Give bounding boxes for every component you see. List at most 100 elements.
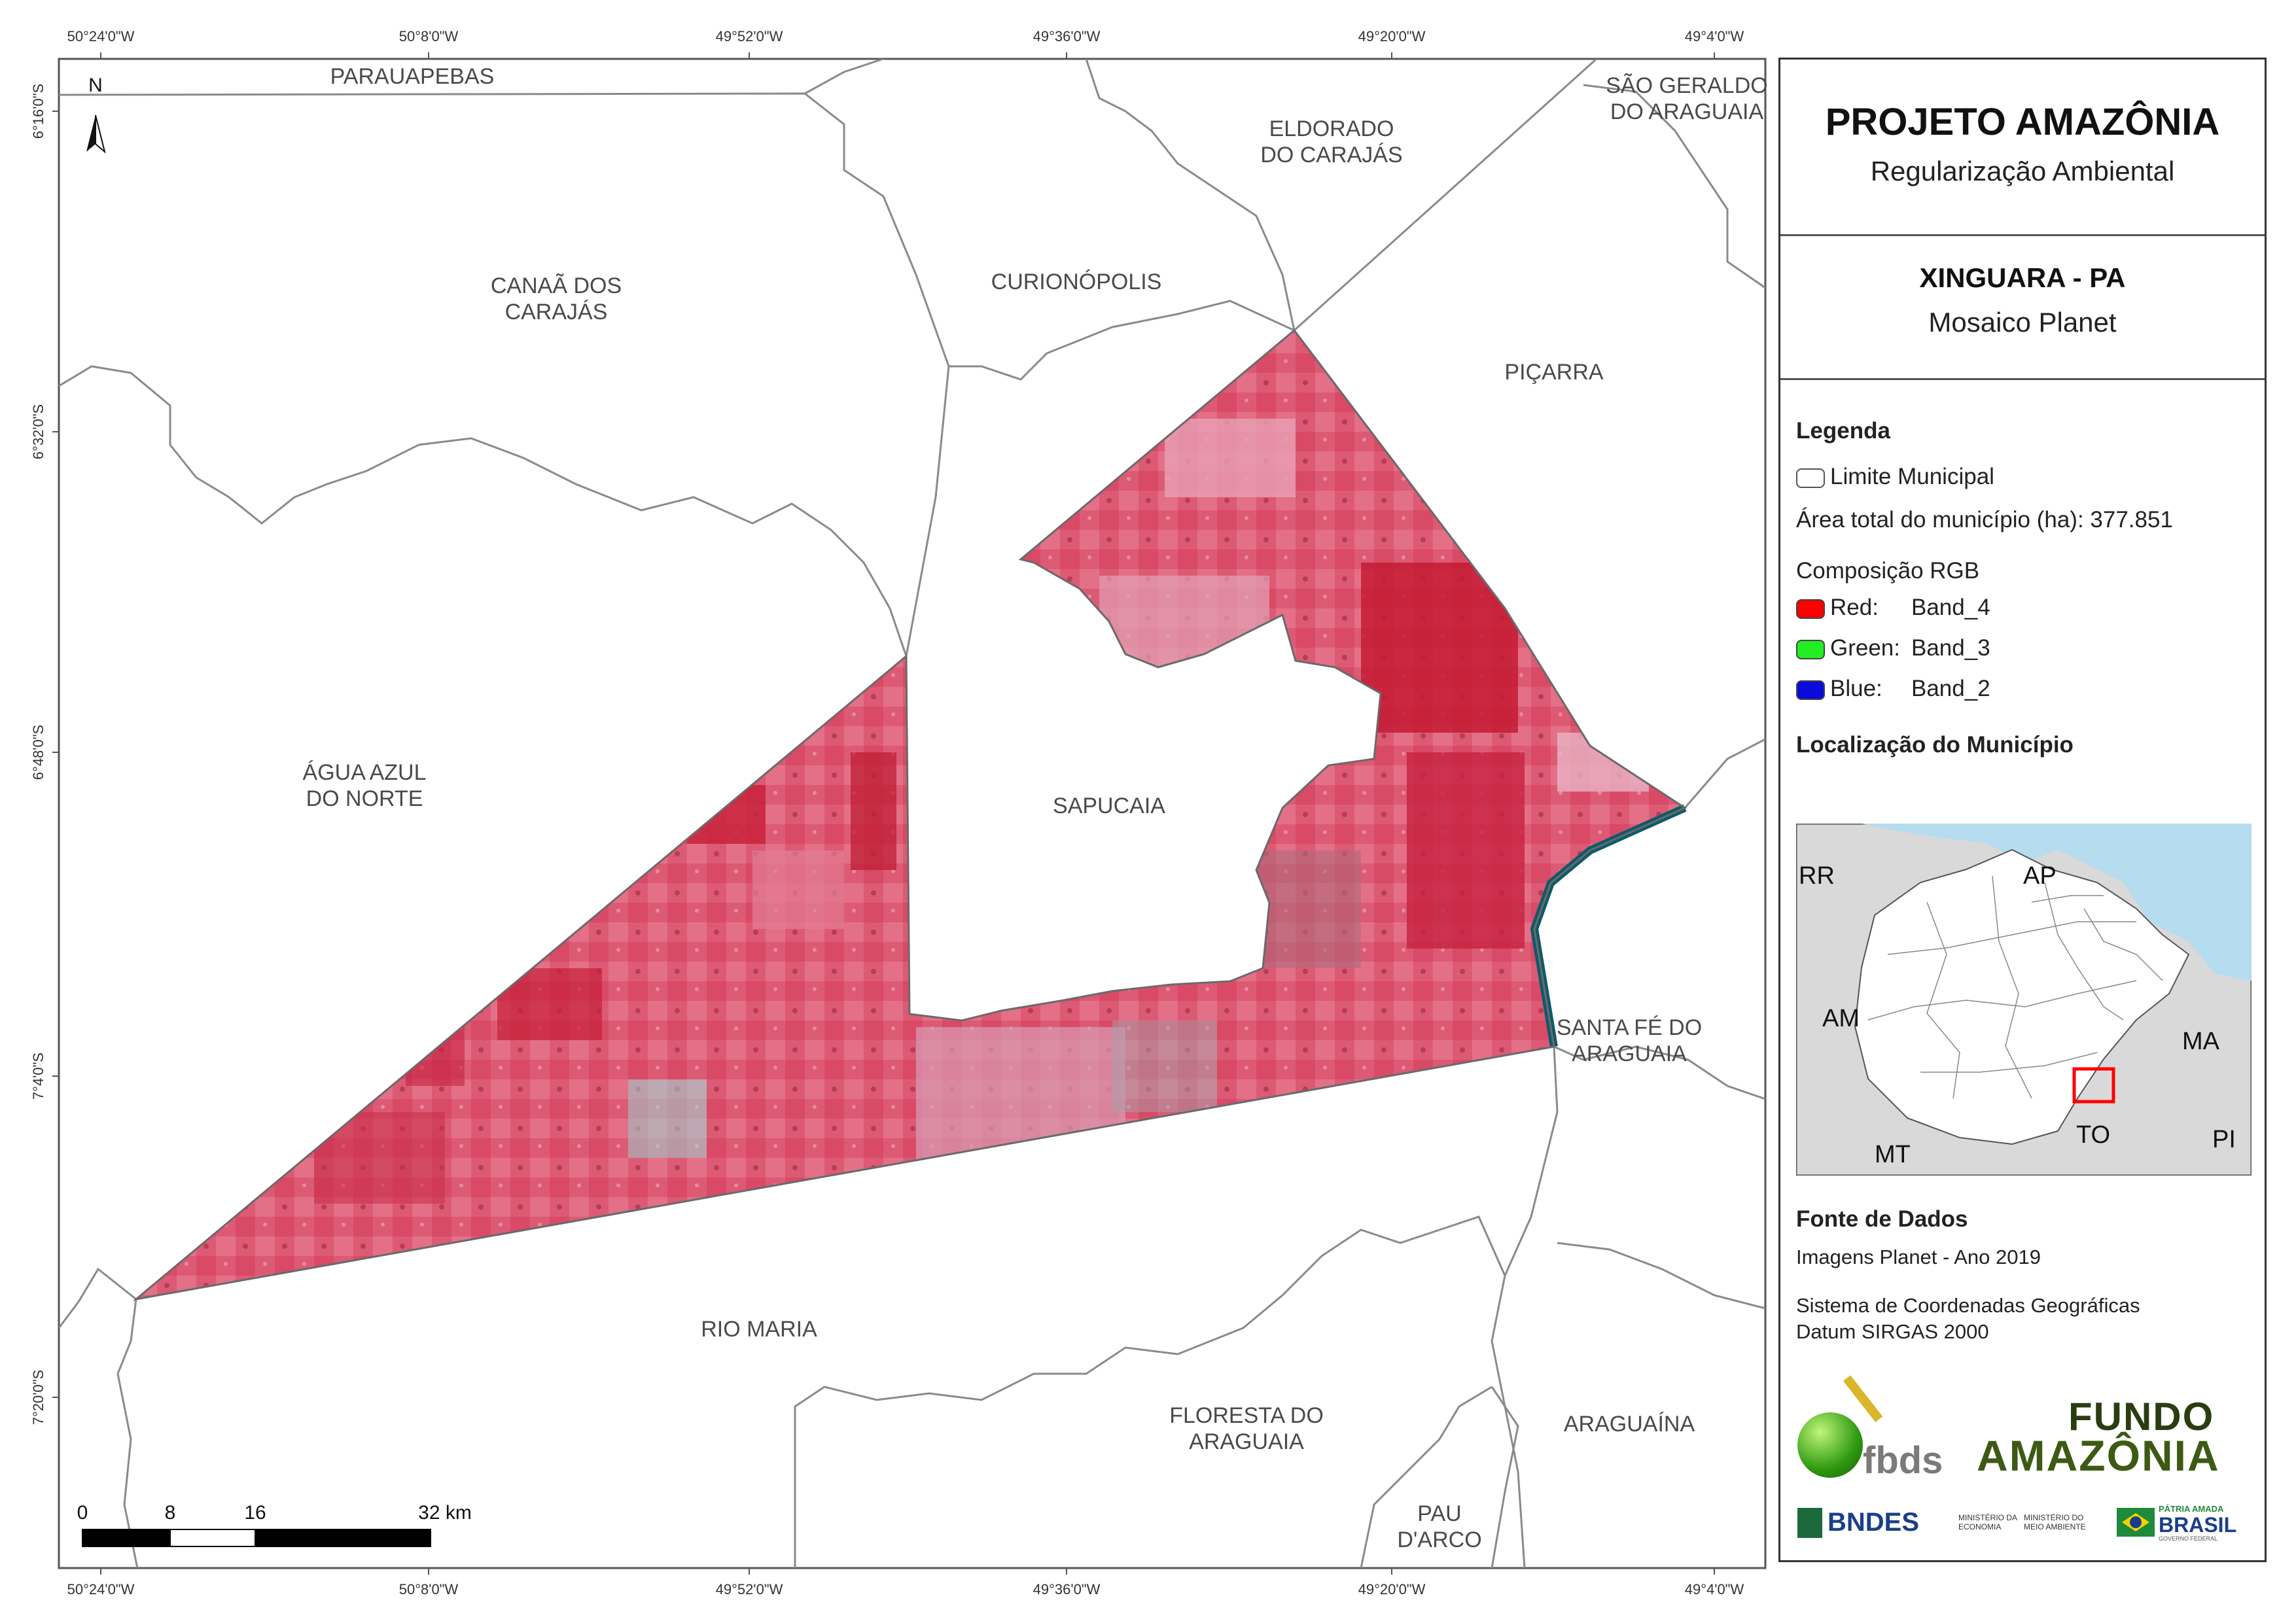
- label-picarra: PIÇARRA: [1504, 360, 1603, 385]
- label-santa-fe-2: ARAGUAIA: [1572, 1041, 1687, 1066]
- area-label: Área total do município (ha): 377.851: [1796, 507, 2173, 532]
- min-meio-ambiente: MINISTÉRIO DO MEIO AMBIENTE: [2024, 1513, 2086, 1531]
- band-channel-label: Blue:: [1830, 676, 1882, 701]
- left-tick-2: 6°32'0"S: [30, 404, 46, 459]
- source-line: Imagens Planet - Ano 2019: [1796, 1246, 2041, 1268]
- inset-label-pi: PI: [2212, 1126, 2236, 1153]
- mosaic-label: Mosaico Planet: [1928, 307, 2117, 338]
- band-row-red: Red: Band_4: [1796, 595, 2265, 621]
- inset-municipalities: [1867, 875, 2163, 1099]
- city-title: XINGUARA - PA: [1919, 262, 2126, 293]
- inset-label-ap: AP: [2023, 862, 2057, 890]
- title-block: PROJETO AMAZÔNIA Regularização Ambiental: [1780, 100, 2265, 187]
- left-tick-4: 7°4'0"S: [30, 1053, 46, 1100]
- rgb-heading: Composição RGB: [1796, 558, 1980, 584]
- label-sao-geraldo-2: DO ARAGUAIA: [1610, 99, 1764, 124]
- label-santa-fe-1: SANTA FÉ DO: [1557, 1015, 1702, 1040]
- label-pau-darco-2: D'ARCO: [1397, 1527, 1481, 1552]
- graticule-ticks: [52, 52, 1715, 1575]
- inset-label-am: AM: [1822, 1005, 1860, 1032]
- label-araguaina: ARAGUAÍNA: [1564, 1412, 1695, 1437]
- label-agua-azul-1: ÁGUA AZUL: [303, 760, 427, 785]
- scale-label-8: 8: [165, 1502, 176, 1524]
- inset-map: RR AP AM MA MT TO PI: [1796, 824, 2252, 1176]
- band-row-blue: Blue: Band_2: [1796, 676, 2265, 702]
- top-tick-5: 49°20'0"W: [1358, 28, 1426, 44]
- scale-bar: 0 8 16 32 km: [77, 1502, 472, 1547]
- inset-highlight-box: [2072, 1067, 2115, 1104]
- legend-block: Legenda Limite Municipal Área total do m…: [1780, 418, 2265, 758]
- band-name-label: Band_3: [1911, 635, 1990, 661]
- inset-label-to: TO: [2076, 1121, 2110, 1149]
- scale-label-16: 16: [244, 1502, 266, 1524]
- label-floresta-1: FLORESTA DO: [1169, 1403, 1324, 1428]
- label-eldorado-2: DO CARAJÁS: [1260, 143, 1402, 167]
- left-tick-1: 6°16'0"S: [30, 84, 46, 139]
- label-eldorado-1: ELDORADO: [1269, 116, 1394, 141]
- label-floresta-2: ARAGUAIA: [1189, 1429, 1304, 1454]
- limit-label: Limite Municipal: [1830, 464, 1994, 489]
- band-row-green: Green: Band_3: [1796, 635, 2265, 661]
- label-canaa-2: CARAJÁS: [505, 300, 608, 324]
- min-ambiente-line-1: MINISTÉRIO DO: [2024, 1513, 2084, 1522]
- top-tick-2: 50°8'0"W: [399, 28, 459, 44]
- project-title: PROJETO AMAZÔNIA: [1825, 101, 2220, 143]
- city-block: XINGUARA - PA Mosaico Planet: [1780, 262, 2265, 338]
- label-sao-geraldo-1: SÃO GERALDO: [1606, 73, 1768, 98]
- left-tick-5: 7°20'0"S: [30, 1370, 46, 1425]
- label-sapucaia: SAPUCAIA: [1053, 794, 1165, 818]
- brazil-flag-icon: [2117, 1508, 2155, 1537]
- bottom-tick-4: 49°36'0"W: [1033, 1581, 1101, 1597]
- crs-line-1: Sistema de Coordenadas Geográficas: [1796, 1294, 2140, 1317]
- fundo-amazonia-logo: FUNDO AMAZÔNIA: [1977, 1394, 2252, 1486]
- fbds-text: fbds: [1863, 1439, 1943, 1482]
- top-tick-1: 50°24'0"W: [67, 28, 135, 44]
- fbds-globe-icon: [1797, 1412, 1863, 1478]
- bndes-text: BNDES: [1828, 1508, 1920, 1537]
- amazonia-text: AMAZÔNIA: [1977, 1431, 2220, 1480]
- xinguara-mosaic: [136, 330, 1685, 1299]
- logos-block: fbds FUNDO AMAZÔNIA BNDES MINISTÉRIO DA …: [1780, 1374, 2265, 1558]
- min-economia-line-2: ECONOMIA: [1958, 1522, 2002, 1531]
- sponsors-row: BNDES MINISTÉRIO DA ECONOMIA MINISTÉRIO …: [1797, 1504, 2249, 1543]
- band-channel-label: Red:: [1830, 595, 1879, 620]
- bottom-tick-2: 50°8'0"W: [399, 1581, 459, 1597]
- label-pau-darco-1: PAU: [1417, 1501, 1461, 1526]
- fbds-logo: fbds: [1797, 1375, 1948, 1482]
- left-tick-3: 6°48'0"S: [30, 725, 46, 780]
- band-channel-label: Green:: [1830, 635, 1900, 661]
- inset-label-ma: MA: [2182, 1028, 2220, 1055]
- legend-item-limit: Limite Municipal: [1796, 464, 2265, 490]
- limit-swatch: [1796, 468, 1825, 488]
- min-economia: MINISTÉRIO DA ECONOMIA: [1958, 1513, 2017, 1531]
- north-label: N: [88, 75, 103, 96]
- band-name-label: Band_2: [1911, 676, 1990, 701]
- top-tick-4: 49°36'0"W: [1033, 28, 1101, 44]
- min-ambiente-line-2: MEIO AMBIENTE: [2024, 1522, 2086, 1531]
- patria-amada-text: PÁTRIA AMADA: [2159, 1504, 2224, 1514]
- inset-sea: [1835, 824, 2252, 981]
- band-name-label: Band_4: [1911, 595, 1990, 620]
- fundo-text: FUNDO: [2068, 1395, 2215, 1439]
- red-swatch: [1796, 599, 1825, 619]
- bottom-tick-5: 49°20'0"W: [1358, 1581, 1426, 1597]
- location-heading: Localização do Município: [1796, 732, 2074, 758]
- divider: [1780, 234, 2265, 236]
- divider: [1780, 378, 2265, 380]
- blue-swatch: [1796, 680, 1825, 700]
- fbds-pencil-icon: [1843, 1375, 1883, 1423]
- label-rio-maria: RIO MARIA: [701, 1317, 817, 1342]
- label-agua-azul-2: DO NORTE: [306, 786, 423, 811]
- legend-heading: Legenda: [1796, 418, 1890, 444]
- label-parauapebas: PARAUAPEBAS: [330, 64, 495, 89]
- green-swatch: [1796, 639, 1825, 659]
- label-curionopolis: CURIONÓPOLIS: [991, 270, 1162, 294]
- scale-label-0: 0: [77, 1502, 88, 1524]
- scale-label-32: 32 km: [418, 1502, 472, 1524]
- bottom-tick-1: 50°24'0"W: [67, 1581, 135, 1597]
- top-tick-6: 49°4'0"W: [1685, 28, 1744, 44]
- bottom-tick-3: 49°52'0"W: [716, 1581, 783, 1597]
- mosaic-texture: [314, 419, 1649, 1269]
- label-canaa-1: CANAÃ DOS: [491, 273, 622, 298]
